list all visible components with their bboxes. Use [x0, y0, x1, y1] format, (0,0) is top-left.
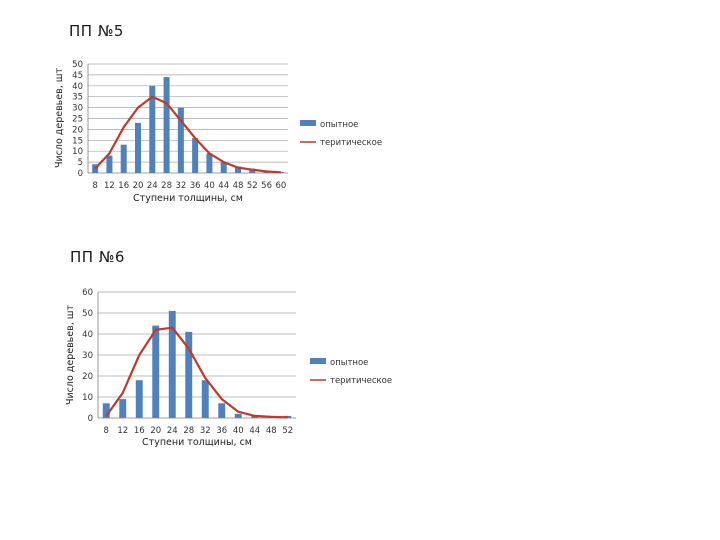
bar	[152, 325, 160, 418]
y-tick-label: 50	[82, 309, 93, 319]
bar	[218, 403, 226, 418]
x-tick-label: 16	[134, 426, 145, 436]
x-tick-label: 24	[147, 181, 158, 191]
bar	[206, 153, 213, 173]
chart-pp5: ПП №5 0 5 10 15 20 25 30 35 40 45 50 8 12 16 20 24 28 32 3…	[0, 0, 720, 250]
y-tick-label: 45	[72, 71, 83, 81]
y-tick-label: 0	[78, 169, 83, 179]
chart-title: ПП №6	[70, 248, 125, 266]
chart-title: ПП №5	[69, 22, 124, 40]
bar	[163, 77, 170, 173]
bar	[185, 331, 193, 418]
x-tick-label: 60	[275, 181, 286, 191]
chart-pp6: ПП №6 0 10 20 30 40 50 60 8 12 16 20 24 28 32 36 40 44 48…	[0, 240, 720, 470]
x-tick-label: 48	[266, 426, 277, 436]
y-tick-label: 30	[82, 351, 93, 361]
legend-label: теритическое	[320, 138, 382, 148]
y-tick-label: 60	[82, 288, 93, 298]
y-tick-label: 10	[82, 393, 93, 403]
bar	[235, 166, 241, 173]
legend-label: опытное	[330, 358, 368, 368]
bar	[192, 138, 199, 173]
y-tick-label: 25	[72, 115, 83, 125]
x-tick-label: 8	[104, 426, 109, 436]
x-tick-label: 56	[261, 181, 272, 191]
x-tick-label: 12	[104, 181, 115, 191]
y-tick-label: 0	[88, 414, 93, 424]
bar	[120, 144, 127, 173]
x-tick-label: 32	[175, 181, 186, 191]
x-tick-label: 8	[92, 181, 97, 191]
bar	[249, 168, 256, 173]
x-tick-label: 40	[233, 426, 244, 436]
bar	[135, 122, 141, 173]
y-tick-label: 30	[72, 104, 83, 114]
x-tick-label: 12	[117, 426, 128, 436]
y-tick-label: 50	[72, 60, 83, 70]
bar	[135, 380, 143, 418]
chart-pp6-plot: 0 10 20 30 40 50 60 8 12 16 20 24 28 32 36 40 44 48 52 Ступ…	[65, 288, 392, 448]
bar	[168, 310, 176, 418]
x-tick-label: 20	[150, 426, 161, 436]
y-tick-label: 40	[72, 82, 83, 92]
y-tick-label: 15	[72, 136, 83, 146]
x-axis-label: Ступени толщины, см	[133, 193, 243, 204]
y-tick-label: 5	[78, 158, 83, 168]
bar	[102, 403, 110, 418]
x-tick-label: 52	[282, 426, 293, 436]
legend-swatch-bar	[300, 120, 316, 126]
legend-swatch-bar	[310, 358, 326, 364]
x-tick-label: 20	[133, 181, 144, 191]
bar	[149, 85, 156, 173]
x-tick-label: 52	[247, 181, 258, 191]
bar	[119, 399, 127, 418]
bar	[106, 155, 113, 173]
y-axis-label: Число деревьев, шт	[54, 68, 65, 168]
bar	[220, 162, 227, 173]
bar	[201, 380, 209, 418]
y-axis-label: Число деревьев, шт	[65, 305, 76, 405]
x-tick-label: 48	[233, 181, 244, 191]
x-tick-label: 36	[190, 181, 201, 191]
bar	[234, 413, 242, 418]
x-tick-label: 16	[118, 181, 129, 191]
x-tick-label: 24	[167, 426, 178, 436]
x-tick-label: 32	[200, 426, 211, 436]
y-tick-label: 20	[82, 372, 93, 382]
y-tick-label: 35	[72, 93, 83, 103]
y-tick-label: 40	[82, 330, 93, 340]
y-tick-label: 10	[72, 147, 83, 157]
legend-label: теритическое	[330, 376, 392, 386]
bar	[177, 107, 184, 173]
x-tick-label: 44	[249, 426, 260, 436]
x-tick-label: 28	[183, 426, 194, 436]
x-tick-label: 28	[161, 181, 172, 191]
x-axis-label: Ступени толщины, см	[142, 437, 252, 448]
legend-label: опытное	[320, 120, 358, 130]
x-tick-label: 36	[216, 426, 227, 436]
line-series-theoretical	[94, 95, 281, 174]
y-tick-label: 20	[72, 125, 83, 135]
x-tick-label: 40	[204, 181, 215, 191]
line-series-theoretical	[105, 326, 288, 419]
x-tick-label: 44	[218, 181, 229, 191]
